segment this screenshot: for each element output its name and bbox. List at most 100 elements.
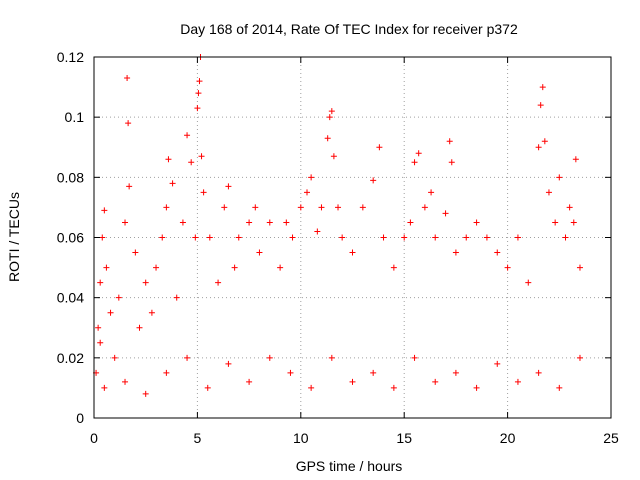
data-point: [328, 108, 335, 115]
data-point: [192, 234, 199, 241]
data-point: [390, 264, 397, 271]
data-point: [380, 234, 387, 241]
data-point: [206, 234, 213, 241]
data-point: [97, 339, 104, 346]
data-point: [165, 156, 172, 163]
data-point: [266, 354, 273, 361]
data-point: [200, 189, 207, 196]
data-point: [101, 384, 108, 391]
data-point: [304, 189, 311, 196]
data-point: [266, 219, 273, 226]
data-point: [514, 378, 521, 385]
data-point: [221, 204, 228, 211]
y-tick-label: 0.1: [65, 109, 85, 125]
x-tick-label: 5: [194, 430, 202, 446]
data-point: [335, 204, 342, 211]
data-point: [289, 234, 296, 241]
data-point: [246, 219, 253, 226]
data-point: [428, 189, 435, 196]
data-point: [142, 279, 149, 286]
data-point: [95, 324, 102, 331]
data-point: [308, 384, 315, 391]
y-tick-label: 0.08: [57, 169, 84, 185]
plot-frame: [93, 56, 612, 419]
data-point: [194, 105, 201, 112]
y-tick-label: 0.02: [57, 350, 84, 366]
x-tick-label: 0: [90, 430, 98, 446]
data-point: [570, 219, 577, 226]
x-axis-label: GPS time / hours: [296, 458, 403, 474]
data-point: [576, 264, 583, 271]
data-point: [537, 102, 544, 109]
data-point: [328, 354, 335, 361]
data-point: [188, 159, 195, 166]
data-point: [452, 369, 459, 376]
data-point: [432, 378, 439, 385]
data-point: [407, 219, 414, 226]
data-point: [142, 390, 149, 397]
data-point: [349, 378, 356, 385]
data-point: [446, 138, 453, 145]
data-point: [283, 219, 290, 226]
data-point: [153, 264, 160, 271]
data-point: [179, 219, 186, 226]
data-point: [556, 384, 563, 391]
data-point: [235, 234, 242, 241]
data-point: [115, 294, 122, 301]
data-point: [314, 228, 321, 235]
data-point: [184, 132, 191, 139]
data-point: [411, 159, 418, 166]
data-point: [483, 234, 490, 241]
data-point: [494, 249, 501, 256]
data-point: [132, 249, 139, 256]
data-point: [370, 177, 377, 184]
data-point: [318, 204, 325, 211]
data-point: [225, 360, 232, 367]
data-point: [195, 90, 202, 97]
data-point: [432, 234, 439, 241]
data-point: [326, 114, 333, 121]
data-point: [159, 234, 166, 241]
data-point: [566, 204, 573, 211]
data-point: [552, 219, 559, 226]
data-points: [93, 54, 583, 397]
data-point: [463, 234, 470, 241]
data-point: [359, 204, 366, 211]
y-tick-label: 0.12: [57, 49, 84, 65]
data-point: [252, 204, 259, 211]
tick-labels: 0 5 10 15 20 25 0 0.02 0.04 0.06 0.08 0.1 0.12: [57, 49, 619, 446]
data-point: [376, 144, 383, 151]
data-point: [231, 264, 238, 271]
data-point: [349, 249, 356, 256]
data-point: [442, 210, 449, 217]
data-point: [124, 75, 131, 82]
x-tick-label: 10: [293, 430, 309, 446]
x-tick-label: 25: [603, 430, 619, 446]
y-axis-label: ROTI / TECUs: [6, 192, 22, 282]
data-point: [541, 138, 548, 145]
data-point: [390, 384, 397, 391]
data-point: [504, 264, 511, 271]
data-point: [204, 384, 211, 391]
data-point: [173, 294, 180, 301]
data-point: [246, 378, 253, 385]
data-point: [514, 234, 521, 241]
data-point: [494, 360, 501, 367]
data-point: [99, 234, 106, 241]
data-point: [525, 279, 532, 286]
data-point: [473, 384, 480, 391]
x-tick-label: 15: [396, 430, 412, 446]
data-point: [125, 120, 132, 127]
data-point: [148, 309, 155, 316]
data-point: [111, 354, 118, 361]
data-point: [411, 354, 418, 361]
data-point: [122, 219, 129, 226]
data-point: [198, 153, 205, 160]
x-tick-label: 20: [500, 430, 516, 446]
data-point: [535, 369, 542, 376]
data-point: [545, 189, 552, 196]
data-point: [103, 264, 110, 271]
data-point: [324, 135, 331, 142]
data-point: [330, 153, 337, 160]
data-point: [370, 369, 377, 376]
